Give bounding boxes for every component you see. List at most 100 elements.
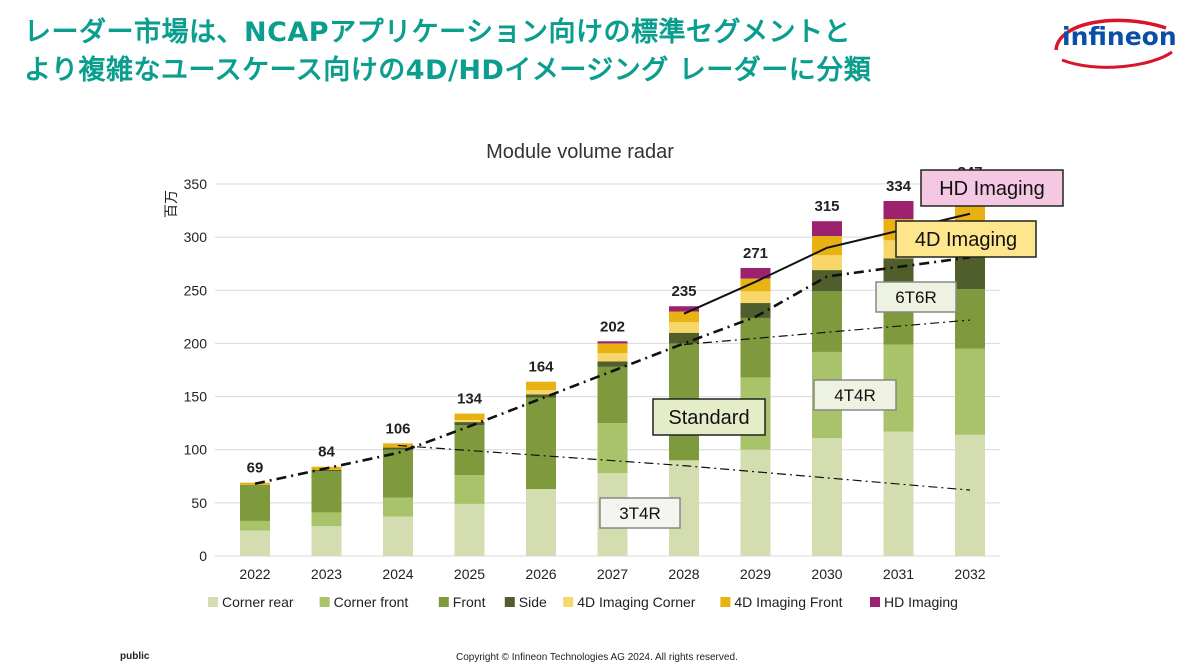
x-tick-label: 2025 [454, 566, 485, 582]
callout-label: 4D Imaging [915, 229, 1017, 251]
logo-arc-bottom [1061, 50, 1173, 69]
bar-segment-corner-rear [740, 449, 771, 556]
total-label: 334 [886, 178, 912, 195]
bar-segment-hd-imaging [883, 201, 914, 220]
bar-segment-side [526, 394, 556, 398]
callout-box [652, 398, 766, 436]
bar-segment-hd-imaging [597, 341, 628, 344]
bar-segment-front [740, 317, 771, 378]
bar-segment-corner-front [454, 475, 485, 504]
legend-label: 4D Imaging Front [734, 594, 842, 610]
x-tick-label: 2022 [239, 566, 270, 582]
bar-segment-hd-imaging [812, 221, 842, 237]
y-tick-label: 300 [184, 229, 208, 245]
callout-box [875, 281, 957, 313]
y-tick-label: 100 [184, 442, 208, 458]
copyright-text: Copyright © Infineon Technologies AG 202… [456, 652, 738, 663]
bar-segment-side [454, 422, 485, 426]
legend-label: Corner front [334, 594, 409, 610]
trend-line [397, 444, 971, 491]
x-tick-label: 2023 [311, 566, 342, 582]
callout-box [813, 379, 897, 411]
bar-segment-hd-imaging [669, 306, 699, 312]
page-title: レーダー市場は、NCAPアプリケーション向けの標準セグメントと より複雑なユース… [24, 14, 1024, 90]
logo-arc-top [1054, 18, 1167, 51]
bar-segment-side [597, 361, 628, 367]
page-title-line-1: レーダー市場は、NCAPアプリケーション向けの標準セグメントと [24, 17, 852, 48]
callout-label: 4T4R [834, 386, 876, 405]
logo-text: infineon [1062, 22, 1177, 51]
y-tick-label: 0 [199, 548, 207, 564]
bar-segment-4d-imaging-front [383, 443, 413, 448]
page-title-line-2: より複雑なユースケース向けの4D/HDイメージング レーダーに分類 [24, 55, 872, 86]
bar-segment-corner-rear [526, 489, 556, 556]
bar-segment-4d-imaging-front [740, 278, 771, 292]
trend-line [254, 256, 971, 485]
total-label: 235 [671, 283, 696, 300]
bar-segment-4d-imaging-front [526, 381, 556, 391]
bar-segment-side [740, 303, 771, 318]
bar-segment-4d-imaging-front [597, 343, 628, 353]
callout-label: HD Imaging [939, 178, 1045, 200]
infineon-logo [1054, 18, 1173, 69]
y-tick-label: 150 [184, 389, 208, 405]
classification-label: public [120, 651, 150, 662]
bar-segment-corner-front [955, 348, 985, 435]
total-label: 315 [814, 198, 839, 215]
bar-segment-front [383, 449, 413, 498]
bar-segment-front [311, 470, 342, 513]
bar-segment-side [812, 270, 842, 292]
bar-segment-4d-imaging-corner [454, 419, 485, 423]
x-tick-label: 2026 [525, 566, 556, 582]
total-label: 69 [247, 460, 264, 477]
x-tick-label: 2031 [883, 566, 914, 582]
bar-segment-corner-rear [812, 438, 842, 556]
bar-segment-corner-front [240, 520, 270, 531]
y-tick-label: 200 [184, 335, 208, 351]
bar-segment-corner-rear [454, 503, 485, 556]
bar-segment-front [812, 291, 842, 352]
callout-box [920, 169, 1064, 207]
y-axis-label: 百万 [163, 190, 179, 218]
bar-segment-4d-imaging-corner [597, 352, 628, 362]
legend-label: Front [453, 594, 486, 610]
total-label: 164 [528, 359, 554, 376]
x-tick-label: 2027 [597, 566, 628, 582]
callout-label: 6T6R [895, 288, 937, 307]
bar-segment-corner-rear [311, 526, 342, 556]
legend-swatch [504, 597, 515, 607]
legend-swatch [319, 597, 330, 607]
total-label: 202 [600, 318, 625, 335]
x-tick-label: 2024 [382, 566, 413, 582]
y-tick-label: 50 [191, 495, 207, 511]
bar-segment-4d-imaging-corner [740, 291, 771, 304]
callout-box [599, 497, 681, 529]
bar-segment-side [955, 256, 985, 290]
x-tick-label: 2028 [668, 566, 699, 582]
bar-segment-4d-imaging-corner [526, 390, 556, 395]
callout-label: 3T4R [619, 504, 661, 523]
bar-segment-corner-rear [383, 516, 413, 556]
bar-segment-corner-rear [955, 434, 985, 556]
bar-segment-front [240, 484, 270, 521]
chart-title: Module volume radar [486, 141, 674, 163]
x-tick-label: 2030 [811, 566, 842, 582]
bar-segment-corner-front [311, 512, 342, 527]
total-label: 84 [318, 444, 335, 461]
bar-segment-front [526, 397, 556, 490]
legend-swatch [720, 597, 731, 607]
bar-segment-4d-imaging-corner [812, 255, 842, 271]
legend-label: HD Imaging [884, 594, 958, 610]
bar-segment-corner-rear [240, 530, 270, 556]
legend-label: Corner rear [222, 594, 294, 610]
bar-segment-corner-front [597, 423, 628, 474]
bar-segment-4d-imaging-front [669, 311, 699, 323]
legend-label: 4D Imaging Corner [577, 594, 696, 610]
bar-segment-corner-rear [883, 431, 914, 556]
bar-segment-4d-imaging-front [454, 413, 485, 420]
legend-label: Side [519, 594, 547, 610]
x-tick-label: 2029 [740, 566, 771, 582]
total-label: 134 [457, 391, 483, 408]
bar-segment-front [955, 289, 985, 349]
